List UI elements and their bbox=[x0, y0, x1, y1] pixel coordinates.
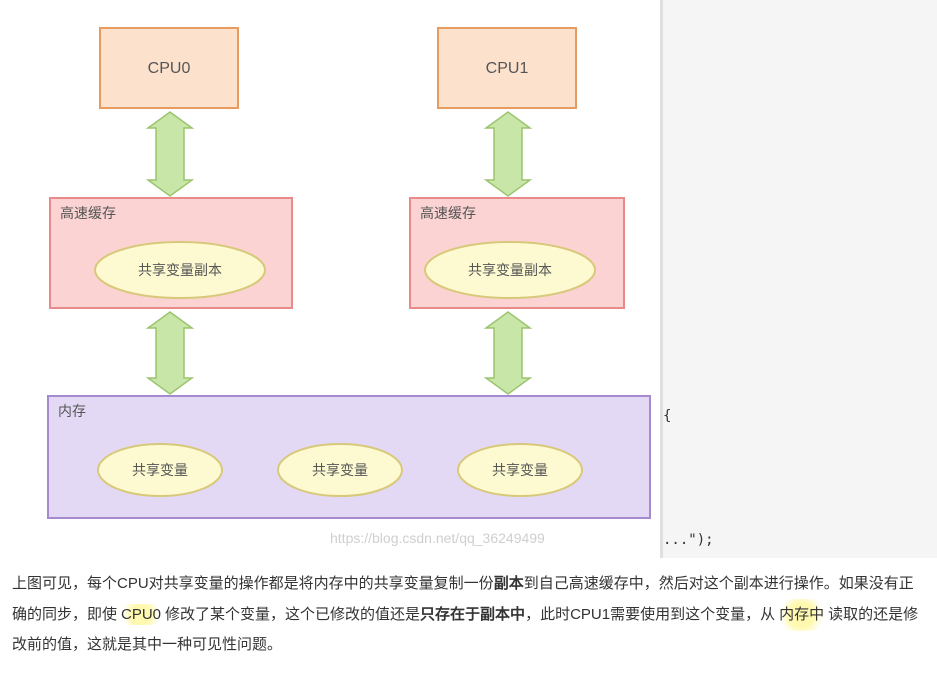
code-pane: { ..."); bbox=[663, 0, 937, 558]
watermark: https://blog.csdn.net/qq_36249499 bbox=[330, 530, 545, 546]
sv2-label: 共享变量 bbox=[492, 462, 548, 478]
copy1-label: 共享变量副本 bbox=[468, 262, 552, 278]
copy0-label: 共享变量副本 bbox=[138, 262, 222, 278]
code-tail: ..."); bbox=[663, 532, 714, 548]
arrow-2 bbox=[148, 312, 192, 394]
cpu-cache-diagram: CPU0 CPU1 高速缓存 高速缓存共享变量副本 共享变量副本内存共享变量 共享变量 共享… bbox=[10, 0, 663, 558]
highlight-memory: 内存中 bbox=[775, 599, 828, 632]
cache0-label: 高速缓存 bbox=[60, 205, 116, 221]
text: 修改了某个变量，这个已修改的值还是 bbox=[165, 606, 420, 623]
bold-only-in-copy: 只存在于副本中 bbox=[420, 606, 525, 623]
mem-label: 内存 bbox=[58, 403, 86, 419]
highlight-cpu0: CPU0 bbox=[117, 604, 165, 625]
bold-copy: 副本 bbox=[494, 575, 524, 592]
text: ，此时CPU1需要使用到这个变量，从 bbox=[525, 606, 775, 623]
arrow-3 bbox=[486, 312, 530, 394]
cpu0-label: CPU0 bbox=[148, 60, 191, 77]
sv0-label: 共享变量 bbox=[132, 462, 188, 478]
arrow-1 bbox=[486, 112, 530, 196]
cache1-label: 高速缓存 bbox=[420, 205, 476, 221]
explanation-paragraph: 上图可见，每个CPU对共享变量的操作都是将内存中的共享变量复制一份副本到自己高速… bbox=[12, 570, 922, 660]
code-brace: { bbox=[663, 408, 671, 424]
text: 上图可见，每个CPU对共享变量的操作都是将内存中的共享变量复制一份 bbox=[12, 575, 494, 592]
sv1-label: 共享变量 bbox=[312, 462, 368, 478]
arrow-0 bbox=[148, 112, 192, 196]
cpu1-label: CPU1 bbox=[486, 60, 529, 77]
